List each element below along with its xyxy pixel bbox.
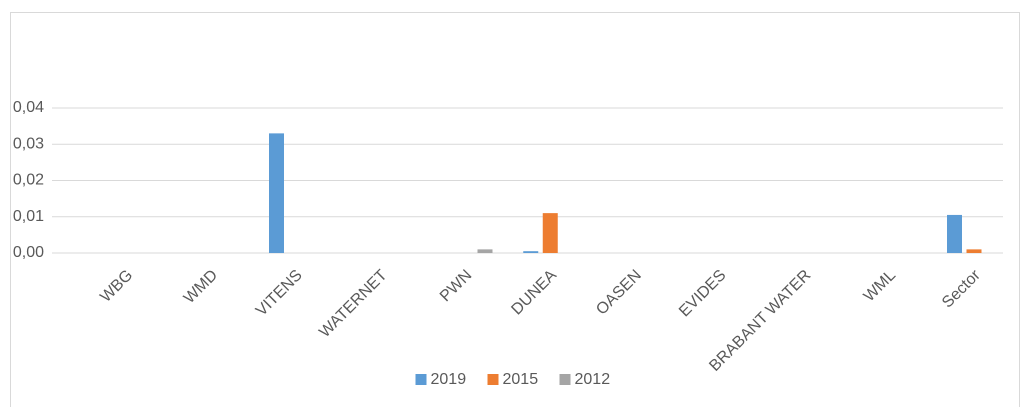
y-tick-label: 0,04 (13, 99, 44, 116)
bar (523, 251, 539, 253)
y-tick-label: 0,02 (13, 172, 44, 189)
legend-swatch (487, 374, 499, 385)
y-tick-label: 0,00 (13, 244, 44, 261)
y-tick-label: 0,03 (13, 135, 44, 152)
bar (477, 249, 493, 253)
legend-swatch (559, 374, 571, 385)
bar (269, 133, 284, 253)
y-tick-label: 0,01 (13, 208, 44, 225)
bar (542, 213, 558, 253)
bar (966, 249, 982, 253)
bar (947, 214, 962, 253)
legend-label: 2019 (431, 371, 467, 388)
chart-frame (10, 12, 1020, 407)
legend-label: 2015 (503, 371, 539, 388)
legend-swatch (415, 374, 427, 385)
legend-label: 2012 (575, 371, 611, 388)
